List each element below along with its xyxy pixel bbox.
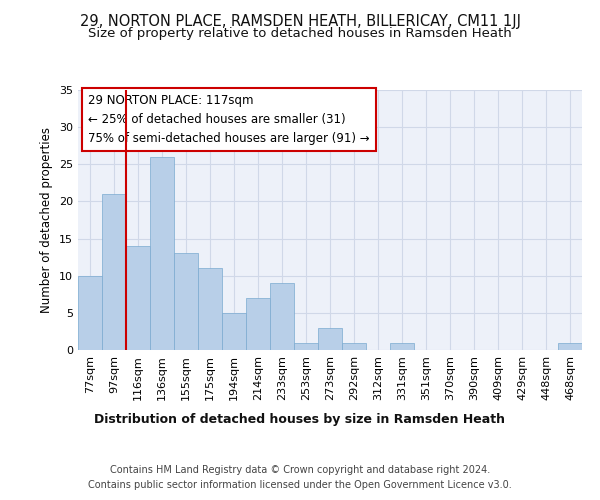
Bar [174, 254, 198, 350]
Bar [126, 246, 150, 350]
Bar [102, 194, 126, 350]
Bar [246, 298, 270, 350]
Bar [342, 342, 366, 350]
Bar [558, 342, 582, 350]
Bar [390, 342, 414, 350]
Bar [270, 283, 294, 350]
Bar [318, 328, 342, 350]
Text: 29 NORTON PLACE: 117sqm
← 25% of detached houses are smaller (31)
75% of semi-de: 29 NORTON PLACE: 117sqm ← 25% of detache… [88, 94, 370, 145]
Bar [222, 313, 246, 350]
Text: Contains HM Land Registry data © Crown copyright and database right 2024.
Contai: Contains HM Land Registry data © Crown c… [88, 465, 512, 490]
Text: 29, NORTON PLACE, RAMSDEN HEATH, BILLERICAY, CM11 1JJ: 29, NORTON PLACE, RAMSDEN HEATH, BILLERI… [79, 14, 521, 29]
Bar [294, 342, 318, 350]
Bar [198, 268, 222, 350]
Y-axis label: Number of detached properties: Number of detached properties [40, 127, 53, 313]
Text: Size of property relative to detached houses in Ramsden Heath: Size of property relative to detached ho… [88, 28, 512, 40]
Text: Distribution of detached houses by size in Ramsden Heath: Distribution of detached houses by size … [95, 412, 505, 426]
Bar [150, 157, 174, 350]
Bar [78, 276, 102, 350]
